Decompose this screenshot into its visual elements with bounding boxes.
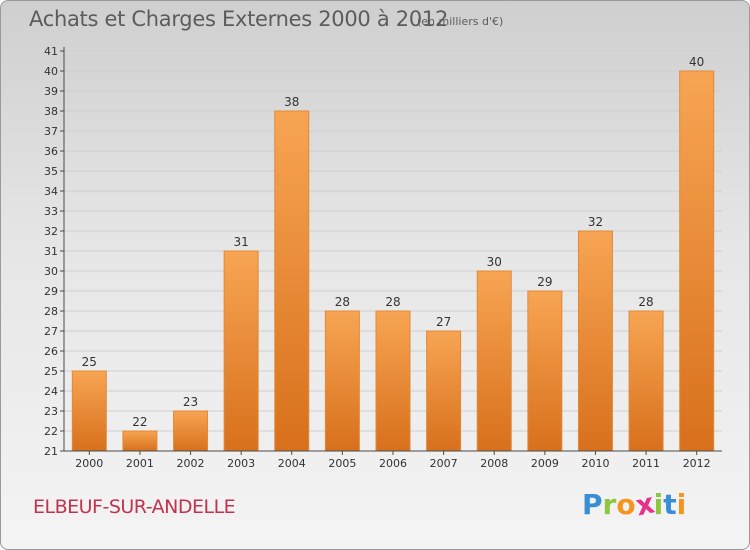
data-label: 38 (284, 95, 299, 109)
y-tick-label: 24 (44, 385, 58, 398)
logo-letter: o (616, 488, 636, 521)
data-labels: 25 22 23 31 38 28 28 27 30 29 32 28 40 (82, 55, 705, 429)
x-tick-label: 2008 (480, 457, 508, 470)
y-tick-label: 31 (44, 245, 58, 258)
bar (122, 430, 158, 452)
data-label: 31 (234, 235, 249, 249)
y-tick-label: 27 (44, 325, 58, 338)
bar (628, 310, 664, 452)
y-tick-label: 23 (44, 405, 58, 418)
y-tick-label: 22 (44, 425, 58, 438)
logo-letter: r (602, 488, 617, 521)
x-tick-label: 2002 (177, 457, 205, 470)
y-tick-label: 39 (44, 85, 58, 98)
data-label: 28 (385, 295, 400, 309)
bars (71, 70, 715, 452)
x-tick-label: 2004 (278, 457, 306, 470)
data-label: 23 (183, 395, 198, 409)
bar (324, 310, 360, 452)
bar (426, 330, 462, 452)
bar (274, 110, 310, 452)
bar (476, 270, 512, 452)
x-tick-label: 2010 (581, 457, 609, 470)
data-label: 40 (689, 55, 704, 69)
axes: 21 22 23 24 25 26 27 28 29 30 31 32 33 34 35 36 37 38 39 40… (44, 45, 722, 470)
x-tick-label: 2003 (227, 457, 255, 470)
x-tick-label: 2005 (328, 457, 356, 470)
bar (679, 70, 715, 452)
y-tick-label: 33 (44, 205, 58, 218)
x-tick-label: 2011 (632, 457, 660, 470)
y-tick-label: 26 (44, 345, 58, 358)
x-tick-label: 2006 (379, 457, 407, 470)
y-tick-label: 34 (44, 185, 58, 198)
y-tick-label: 28 (44, 305, 58, 318)
data-label: 28 (335, 295, 350, 309)
data-label: 28 (638, 295, 653, 309)
x-tick-label: 2007 (430, 457, 458, 470)
y-tick-label: 35 (44, 165, 58, 178)
bar (71, 370, 107, 452)
bar (173, 410, 209, 452)
logo-letter: t (663, 488, 677, 521)
bar (223, 250, 259, 452)
bar (375, 310, 411, 452)
x-tick-label: 2000 (75, 457, 103, 470)
y-tick-label: 38 (44, 105, 58, 118)
y-tick-label: 32 (44, 225, 58, 238)
y-tick-label: 21 (44, 445, 58, 458)
y-tick-label: 40 (44, 65, 58, 78)
y-tick-label: 29 (44, 285, 58, 298)
x-tick-label: 2012 (683, 457, 711, 470)
bar (527, 290, 563, 452)
chart-title: Achats et Charges Externes 2000 à 2012 (29, 7, 449, 31)
logo-letter: P (582, 488, 603, 521)
y-tick-label: 25 (44, 365, 58, 378)
chart-subtitle: (en milliers d'€) (417, 15, 504, 28)
data-label: 27 (436, 315, 451, 329)
logo-letter: i (653, 488, 664, 521)
data-label: 32 (588, 215, 603, 229)
data-label: 22 (132, 415, 147, 429)
x-tick-label: 2001 (126, 457, 154, 470)
y-tick-label: 36 (44, 145, 58, 158)
data-label: 25 (82, 355, 97, 369)
location-name: ELBEUF-SUR-ANDELLE (33, 496, 236, 518)
logo-letter: i (676, 488, 687, 521)
y-tick-label: 41 (44, 45, 58, 58)
bar (577, 230, 613, 452)
y-tick-label: 30 (44, 265, 58, 278)
proxiti-logo: Proxiti (582, 486, 687, 522)
x-tick-label: 2009 (531, 457, 559, 470)
y-tick-label: 37 (44, 125, 58, 138)
data-label: 29 (537, 275, 552, 289)
data-label: 30 (487, 255, 502, 269)
